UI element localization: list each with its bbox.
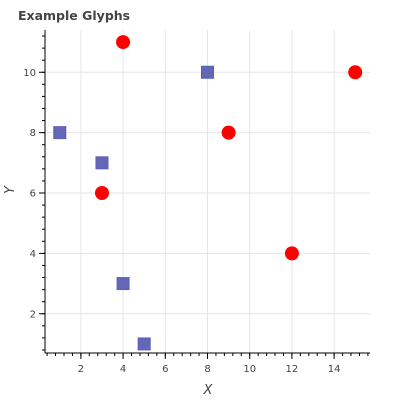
square-point	[137, 337, 151, 351]
x-tick-label: 2	[78, 364, 84, 375]
axes-layer: 2 4 6 8 10 12 14 2 4 6 8 10	[23, 30, 370, 375]
y-tick-label: 6	[30, 189, 36, 200]
x-tick-label: 14	[328, 364, 341, 375]
y-tick-label: 2	[30, 309, 36, 320]
y-tick-label: 4	[30, 249, 36, 260]
x-tick-label: 10	[243, 364, 256, 375]
marks-layer	[53, 35, 363, 351]
circle-point	[221, 125, 236, 140]
grid-layer	[45, 30, 370, 353]
circle-point	[94, 186, 109, 201]
circle-point	[348, 65, 363, 80]
square-point	[53, 126, 67, 140]
x-tick-label: 6	[162, 364, 168, 375]
y-tick-label: 8	[30, 128, 36, 139]
chart-title: Example Glyphs	[18, 8, 131, 23]
square-point	[201, 65, 214, 79]
y-axis-label: Y	[3, 185, 18, 194]
x-tick-label: 4	[120, 364, 126, 375]
x-axis-label: X	[203, 383, 214, 398]
x-tick-label: 8	[204, 364, 210, 375]
x-tick-label: 12	[286, 364, 299, 375]
circle-point	[116, 35, 131, 50]
circle-point	[284, 246, 299, 261]
square-point	[116, 277, 130, 291]
y-tick-label: 10	[23, 68, 36, 79]
square-point	[95, 156, 109, 170]
